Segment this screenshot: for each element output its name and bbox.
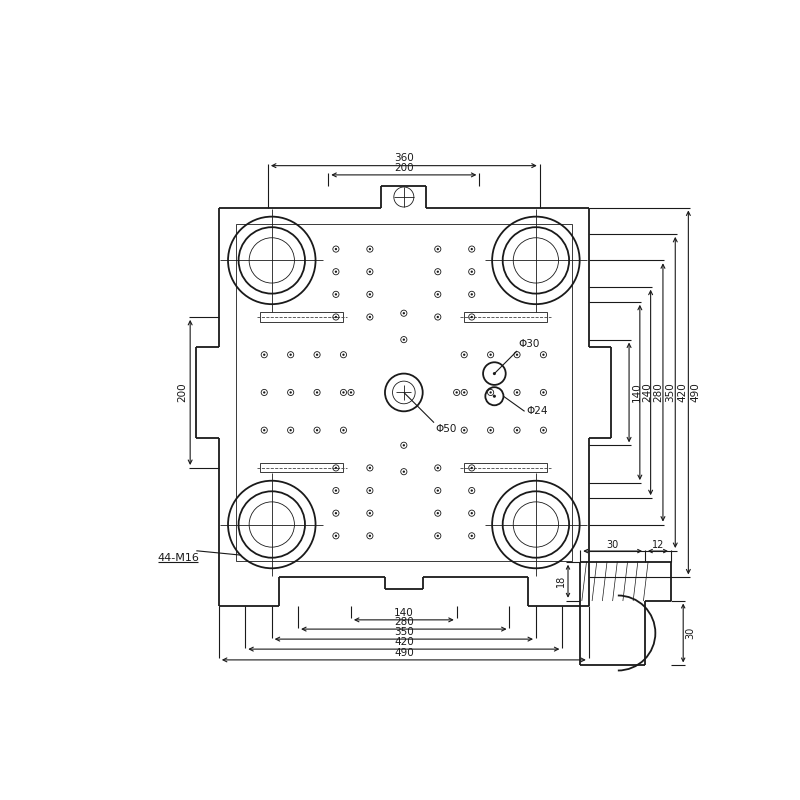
- Circle shape: [516, 391, 518, 394]
- Circle shape: [490, 354, 492, 356]
- Circle shape: [470, 490, 473, 492]
- Text: Φ24: Φ24: [526, 406, 548, 416]
- Bar: [261, 313, 343, 322]
- Text: 44-M16: 44-M16: [158, 554, 200, 563]
- Circle shape: [493, 372, 496, 375]
- Circle shape: [369, 293, 371, 295]
- Circle shape: [263, 354, 266, 356]
- Text: Φ30: Φ30: [518, 339, 540, 350]
- Circle shape: [437, 466, 439, 469]
- Circle shape: [342, 391, 345, 394]
- Circle shape: [334, 293, 337, 295]
- Bar: [235, 224, 572, 561]
- Circle shape: [342, 429, 345, 431]
- Circle shape: [470, 534, 473, 537]
- Circle shape: [334, 248, 337, 250]
- Circle shape: [490, 391, 492, 394]
- Text: 490: 490: [394, 647, 414, 658]
- Text: 350: 350: [394, 627, 414, 637]
- Circle shape: [316, 429, 318, 431]
- Text: 200: 200: [394, 162, 414, 173]
- Circle shape: [402, 444, 405, 446]
- Text: 12: 12: [652, 539, 664, 550]
- Circle shape: [334, 534, 337, 537]
- Text: 280: 280: [653, 382, 663, 402]
- Circle shape: [290, 354, 292, 356]
- Circle shape: [470, 270, 473, 273]
- Circle shape: [470, 466, 473, 469]
- Circle shape: [437, 293, 439, 295]
- Text: 240: 240: [642, 382, 652, 402]
- Text: Φ50: Φ50: [435, 424, 457, 434]
- Text: 200: 200: [177, 382, 187, 402]
- Circle shape: [542, 391, 545, 394]
- Circle shape: [402, 470, 405, 473]
- Circle shape: [402, 312, 405, 314]
- Text: 490: 490: [690, 382, 701, 402]
- Circle shape: [290, 391, 292, 394]
- Text: 30: 30: [606, 539, 618, 550]
- Circle shape: [369, 248, 371, 250]
- Circle shape: [542, 354, 545, 356]
- Circle shape: [455, 391, 458, 394]
- Circle shape: [470, 293, 473, 295]
- Circle shape: [290, 429, 292, 431]
- Circle shape: [542, 429, 545, 431]
- Circle shape: [316, 391, 318, 394]
- Circle shape: [437, 512, 439, 514]
- Circle shape: [369, 490, 371, 492]
- Circle shape: [350, 391, 352, 394]
- Circle shape: [470, 248, 473, 250]
- Circle shape: [437, 248, 439, 250]
- Circle shape: [369, 466, 371, 469]
- Circle shape: [490, 429, 492, 431]
- Circle shape: [334, 270, 337, 273]
- Circle shape: [470, 316, 473, 318]
- Text: 280: 280: [394, 617, 414, 626]
- Circle shape: [263, 391, 266, 394]
- Circle shape: [437, 316, 439, 318]
- Circle shape: [470, 512, 473, 514]
- Bar: [261, 463, 343, 473]
- Circle shape: [437, 534, 439, 537]
- Circle shape: [463, 391, 466, 394]
- Text: 140: 140: [631, 382, 642, 402]
- Text: 420: 420: [394, 637, 414, 647]
- Circle shape: [334, 466, 337, 469]
- Circle shape: [402, 338, 405, 341]
- Circle shape: [463, 354, 466, 356]
- Circle shape: [516, 354, 518, 356]
- Bar: [464, 313, 547, 322]
- Circle shape: [369, 270, 371, 273]
- Circle shape: [342, 354, 345, 356]
- Circle shape: [334, 512, 337, 514]
- Circle shape: [369, 534, 371, 537]
- Circle shape: [316, 354, 318, 356]
- Text: 140: 140: [394, 607, 414, 618]
- Circle shape: [516, 429, 518, 431]
- Text: 420: 420: [678, 382, 687, 402]
- Text: 30: 30: [686, 627, 695, 639]
- Circle shape: [369, 316, 371, 318]
- Circle shape: [437, 490, 439, 492]
- Circle shape: [263, 429, 266, 431]
- Circle shape: [437, 270, 439, 273]
- Circle shape: [334, 490, 337, 492]
- Circle shape: [334, 316, 337, 318]
- Text: 18: 18: [556, 575, 566, 587]
- Text: 350: 350: [666, 382, 675, 402]
- Circle shape: [369, 512, 371, 514]
- Bar: [464, 463, 547, 473]
- Circle shape: [463, 429, 466, 431]
- Text: 360: 360: [394, 154, 414, 163]
- Circle shape: [493, 394, 496, 398]
